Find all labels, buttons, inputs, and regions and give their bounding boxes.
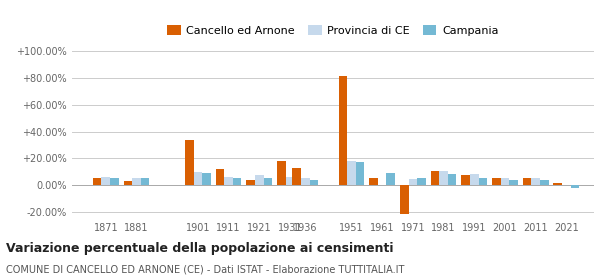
Legend: Cancello ed Arnone, Provincia di CE, Campania: Cancello ed Arnone, Provincia di CE, Cam… [167, 25, 499, 36]
Bar [124, 181, 132, 185]
Text: COMUNE DI CANCELLO ED ARNONE (CE) - Dati ISTAT - Elaborazione TUTTITALIA.IT: COMUNE DI CANCELLO ED ARNONE (CE) - Dati… [6, 265, 404, 275]
Bar [295, 179, 303, 185]
Bar [247, 180, 255, 185]
Bar [310, 180, 318, 185]
Bar [509, 180, 518, 185]
Bar [132, 178, 141, 185]
Bar [224, 177, 233, 185]
Bar [470, 174, 479, 185]
Bar [216, 169, 224, 185]
Bar [540, 180, 548, 185]
Bar [301, 178, 310, 185]
Bar [233, 178, 241, 185]
Bar [202, 173, 211, 185]
Bar [571, 185, 579, 188]
Bar [356, 162, 364, 185]
Bar [255, 175, 263, 185]
Bar [277, 161, 286, 185]
Bar [431, 171, 439, 185]
Text: Variazione percentuale della popolazione ai censimenti: Variazione percentuale della popolazione… [6, 242, 394, 255]
Bar [141, 178, 149, 185]
Bar [448, 174, 457, 185]
Bar [347, 161, 356, 185]
Bar [532, 178, 540, 185]
Bar [194, 172, 202, 185]
Bar [492, 178, 500, 185]
Bar [417, 178, 426, 185]
Bar [461, 175, 470, 185]
Bar [409, 179, 417, 185]
Bar [500, 178, 509, 185]
Bar [93, 178, 101, 185]
Bar [439, 171, 448, 185]
Bar [553, 183, 562, 185]
Bar [286, 177, 295, 185]
Bar [400, 185, 409, 214]
Bar [479, 178, 487, 185]
Bar [185, 140, 194, 185]
Bar [263, 178, 272, 185]
Bar [338, 76, 347, 185]
Bar [523, 178, 532, 185]
Bar [369, 178, 378, 185]
Bar [101, 177, 110, 185]
Bar [110, 178, 119, 185]
Bar [292, 168, 301, 185]
Bar [386, 173, 395, 185]
